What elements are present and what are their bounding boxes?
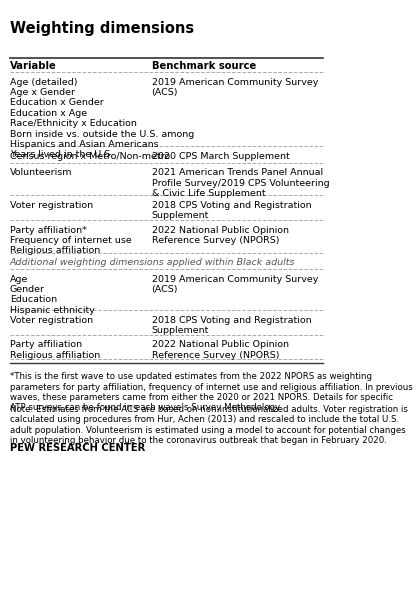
Text: Weighting dimensions: Weighting dimensions [10,21,194,36]
Text: 2019 American Community Survey
(ACS): 2019 American Community Survey (ACS) [152,274,318,294]
Text: 2018 CPS Voting and Registration
Supplement: 2018 CPS Voting and Registration Supplem… [152,316,311,335]
Text: Party affiliation*
Frequency of internet use
Religious affiliation: Party affiliation* Frequency of internet… [10,225,132,255]
Text: Additional weighting dimensions applied within Black adults: Additional weighting dimensions applied … [10,258,296,267]
Text: Voter registration: Voter registration [10,201,93,210]
Text: Age (detailed)
Age x Gender
Education x Gender
Education x Age
Race/Ethnicity x : Age (detailed) Age x Gender Education x … [10,77,194,160]
Text: Voter registration: Voter registration [10,316,93,325]
Text: 2021 American Trends Panel Annual
Profile Survey/2019 CPS Volunteering
& Civic L: 2021 American Trends Panel Annual Profil… [152,168,329,198]
Text: Benchmark source: Benchmark source [152,61,256,71]
Text: Party affiliation
Religious affiliation: Party affiliation Religious affiliation [10,340,100,360]
Text: PEW RESEARCH CENTER: PEW RESEARCH CENTER [10,443,145,453]
Text: 2019 American Community Survey
(ACS): 2019 American Community Survey (ACS) [152,77,318,97]
Text: 2022 National Public Opinion
Reference Survey (NPORS): 2022 National Public Opinion Reference S… [152,225,289,245]
Text: 2020 CPS March Supplement: 2020 CPS March Supplement [152,152,289,161]
Text: Note: Estimates from the ACS are based on non-institutionalized adults. Voter re: Note: Estimates from the ACS are based o… [10,405,408,445]
Text: Census region x Metro/Non-metro: Census region x Metro/Non-metro [10,152,170,161]
Text: 2018 CPS Voting and Registration
Supplement: 2018 CPS Voting and Registration Supplem… [152,201,311,220]
Text: Age
Gender
Education
Hispanic ethnicity: Age Gender Education Hispanic ethnicity [10,274,95,315]
Text: Volunteerism: Volunteerism [10,168,73,177]
Text: *This is the first wave to use updated estimates from the 2022 NPORS as weightin: *This is the first wave to use updated e… [10,372,413,413]
Text: Variable: Variable [10,61,57,71]
Text: 2022 National Public Opinion
Reference Survey (NPORS): 2022 National Public Opinion Reference S… [152,340,289,360]
